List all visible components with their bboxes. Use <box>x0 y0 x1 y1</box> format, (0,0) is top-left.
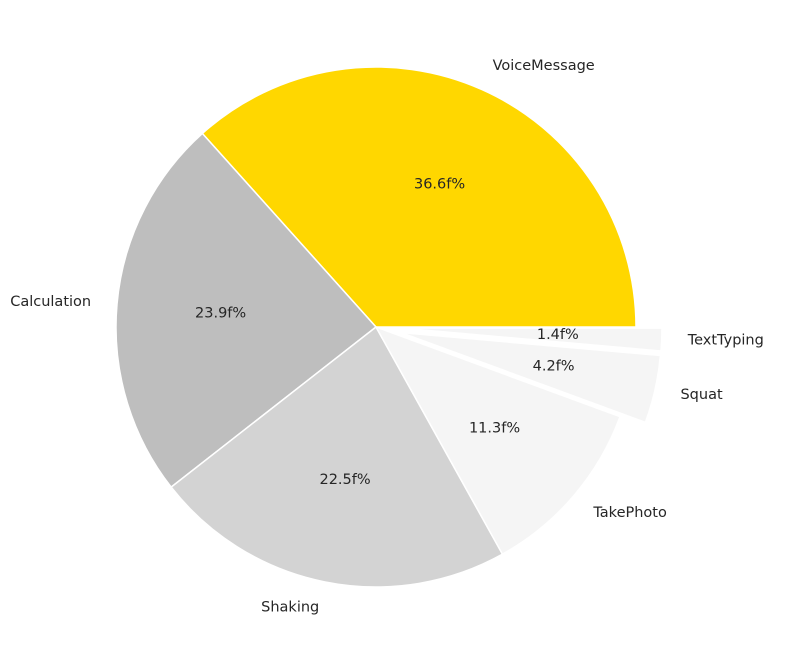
pie-percent-label: 1.4f% <box>537 327 579 343</box>
pie-percent-label: 22.5f% <box>319 472 370 488</box>
pie-slice-takephoto <box>375 326 621 555</box>
pie-category-label: Shaking <box>261 599 319 615</box>
pie-slice-calculation <box>115 132 377 488</box>
pie-slice-squat <box>400 331 662 424</box>
pie-percent-label: 4.2f% <box>533 359 575 375</box>
pie-category-label: Calculation <box>10 294 91 310</box>
pie-percent-label: 11.3f% <box>469 420 520 436</box>
pie-slice-voicemessage <box>201 66 637 328</box>
pie-slice-texttyping <box>401 327 663 352</box>
pie-category-label: TakePhoto <box>592 505 667 521</box>
pie-labels: 36.6f% VoiceMessage 23.9f% Calculation 22.5f… <box>10 58 764 615</box>
pie-slices <box>115 66 663 588</box>
pie-slice-shaking <box>170 326 504 588</box>
pie-category-label: TextTyping <box>687 333 764 349</box>
pie-category-label: Squat <box>680 387 722 403</box>
pie-percent-label: 23.9f% <box>195 305 246 321</box>
pie-category-label: VoiceMessage <box>493 58 595 74</box>
pie-percent-label: 36.6f% <box>414 177 465 193</box>
